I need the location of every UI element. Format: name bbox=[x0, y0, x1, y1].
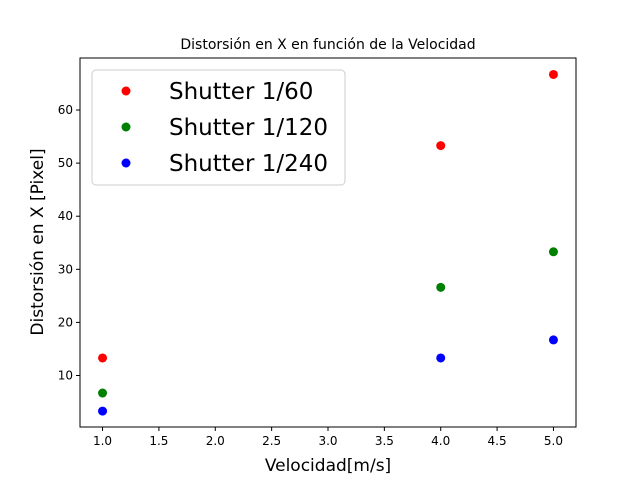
x-tick-label: 1.5 bbox=[149, 434, 168, 448]
legend: Shutter 1/60 Shutter 1/120 Shutter 1/240 bbox=[91, 69, 346, 186]
data-point bbox=[548, 335, 558, 345]
x-tick-label: 4.5 bbox=[488, 434, 507, 448]
y-tick-label: 20 bbox=[58, 315, 73, 329]
x-tick-label: 2.5 bbox=[262, 434, 281, 448]
chart-title: Distorsión en X en función de la Velocid… bbox=[180, 37, 475, 53]
data-point bbox=[436, 141, 446, 151]
data-point bbox=[98, 388, 108, 398]
legend-label: Shutter 1/240 bbox=[169, 151, 328, 177]
data-point bbox=[548, 69, 558, 79]
x-tick-label: 1.0 bbox=[93, 434, 112, 448]
data-point bbox=[98, 353, 108, 363]
legend-box bbox=[91, 69, 346, 186]
y-tick-label: 10 bbox=[58, 368, 73, 382]
x-tick-label: 2.0 bbox=[206, 434, 225, 448]
data-point bbox=[436, 282, 446, 292]
legend-label: Shutter 1/60 bbox=[169, 79, 313, 105]
data-point bbox=[436, 353, 446, 363]
axis-ticks: 1.0 1.5 2.0 2.5 3.0 3.5 4.0 4.5 5.0 10 20 30 40 50 60 bbox=[58, 103, 563, 448]
x-tick-label: 3.0 bbox=[318, 434, 337, 448]
x-tick-label: 4.0 bbox=[431, 434, 450, 448]
y-tick-label: 50 bbox=[58, 156, 73, 170]
y-tick-label: 30 bbox=[58, 262, 73, 276]
data-point bbox=[98, 406, 108, 416]
x-axis-label: Velocidad[m/s] bbox=[265, 456, 391, 476]
y-tick-label: 60 bbox=[58, 103, 73, 117]
y-axis-label: Distorsión en X [Pixel] bbox=[28, 148, 48, 335]
legend-marker bbox=[121, 158, 131, 168]
x-tick-label: 3.5 bbox=[375, 434, 394, 448]
legend-marker bbox=[121, 122, 131, 132]
legend-label: Shutter 1/120 bbox=[169, 115, 328, 141]
x-tick-label: 5.0 bbox=[544, 434, 563, 448]
data-points bbox=[98, 69, 558, 416]
y-tick-label: 40 bbox=[58, 209, 73, 223]
legend-marker bbox=[121, 86, 131, 96]
data-point bbox=[548, 247, 558, 257]
